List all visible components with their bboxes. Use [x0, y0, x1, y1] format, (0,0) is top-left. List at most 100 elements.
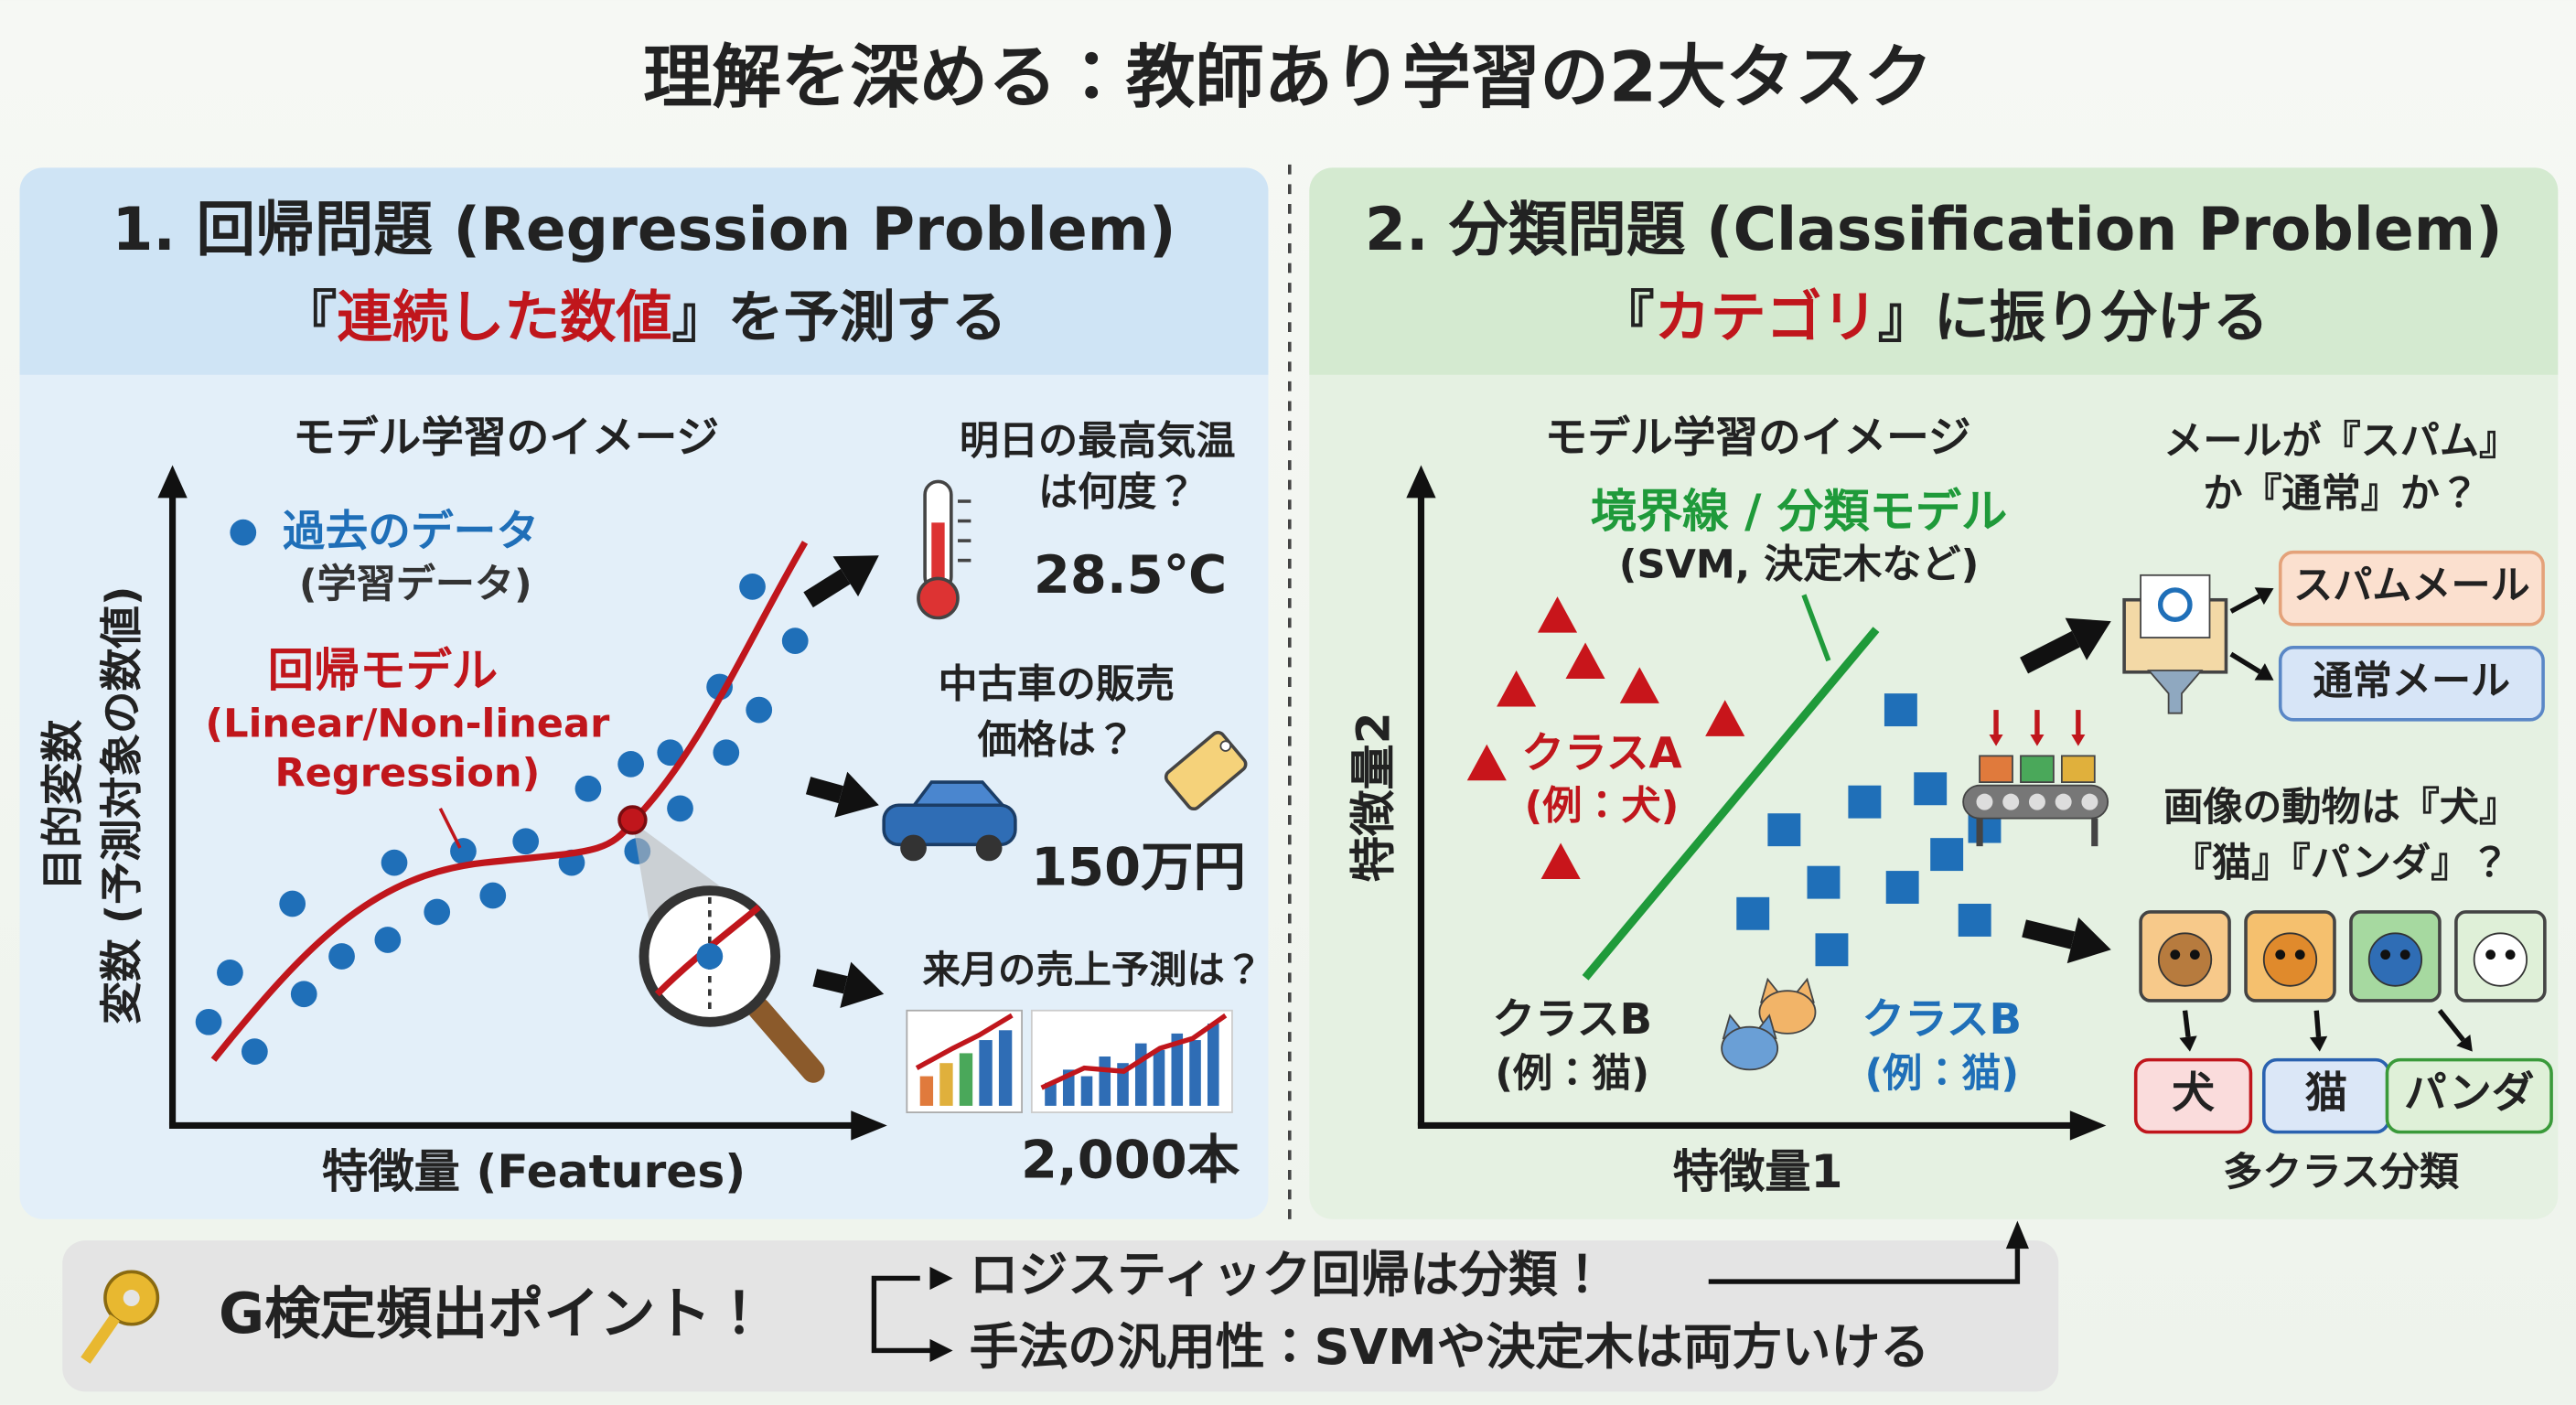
chart-icon-bar [939, 1063, 953, 1106]
model-label: (Linear/Non-linear [205, 702, 610, 747]
conveyor-roller [2055, 793, 2072, 810]
arrow-shaft [2182, 1010, 2191, 1037]
subtitle-part: 連続した数値 [337, 284, 671, 349]
animal-eye [2380, 949, 2391, 960]
class-a-point [1540, 842, 1581, 880]
subtitle-part: カテゴリ [1655, 284, 1878, 349]
magnifier-handle [747, 997, 825, 1083]
animal-face [2157, 932, 2213, 987]
arrow-head [2066, 917, 2111, 964]
animal-eye [2505, 949, 2516, 960]
y-axis-label: 特徴量2 [1346, 712, 1400, 882]
class-b-point [1914, 772, 1948, 806]
subtitle-part: 『 [1599, 284, 1655, 349]
animal-eye [2399, 949, 2410, 960]
arrow-head [840, 961, 885, 1008]
class-a-point [1537, 596, 1578, 633]
thermometer-mercury [931, 522, 945, 592]
chart-icon-bar [1134, 1043, 1147, 1106]
example-question: 来月の売上予測は？ [922, 948, 1262, 992]
model-label: Regression) [274, 750, 540, 796]
regression-curve [210, 541, 809, 1062]
conveyor-roller [1976, 793, 1993, 810]
class-a-point [1705, 700, 1745, 736]
class-b-point [1884, 693, 1917, 727]
x-axis-label: 特徴量1 [1673, 1144, 1843, 1198]
output-box [2133, 1057, 2253, 1134]
chart-icon-bar [979, 1040, 993, 1106]
chart-icon-trend [1040, 1013, 1228, 1090]
output-label: 通常メール [2313, 659, 2510, 704]
arrow-head [2030, 735, 2045, 746]
diagram-title: モデル学習のイメージ [293, 413, 719, 463]
footer-panel [62, 1240, 2059, 1392]
animal-face [2473, 932, 2528, 987]
class-b-point [1930, 838, 1964, 872]
data-point [713, 739, 740, 767]
class-a-label: クラスA [1521, 729, 1681, 778]
arrow-head [2309, 1035, 2328, 1052]
data-point [424, 898, 451, 926]
magnifier-point [696, 943, 724, 970]
output-label: 犬 [2172, 1069, 2215, 1119]
animal-eye [2275, 949, 2286, 960]
data-point [290, 981, 317, 1008]
conveyor-box [2020, 755, 2055, 783]
class-b-point [1767, 813, 1801, 847]
example-question: 中古車の販売 [938, 661, 1175, 707]
output-box [2278, 550, 2545, 627]
thermometer-bulb [917, 576, 960, 620]
arrow-shaft [803, 568, 851, 608]
data-point [617, 750, 644, 778]
example-answer: 2,000本 [1021, 1129, 1240, 1190]
data-point [739, 574, 766, 600]
example-question: 画像の動物は『犬』 [2163, 785, 2518, 831]
arrow-head [2254, 663, 2274, 681]
diagram-title: モデル学習のイメージ [1545, 413, 1971, 463]
data-point [374, 927, 402, 953]
footer-point: 手法の汎用性：SVMや決定木は両方いける [970, 1318, 1930, 1376]
boundary-line [1582, 627, 1880, 981]
animal-eye [2294, 949, 2305, 960]
example-answer: 150万円 [1031, 837, 1246, 898]
chart-icon-bar [959, 1053, 973, 1106]
caption: 多クラス分類 [2223, 1150, 2460, 1196]
data-point [242, 1038, 268, 1065]
footer-point: ロジスティック回帰は分類！ [970, 1246, 1607, 1303]
class-a-point [1497, 670, 1537, 707]
data-point [574, 775, 602, 802]
data-point [279, 890, 306, 917]
subtitle-part: 』に振り分ける [1878, 284, 2269, 349]
class-b-label: クラスB [1492, 995, 1652, 1045]
example-question: メールが『スパム』 [2163, 419, 2518, 465]
boundary-pointer [1801, 594, 1831, 662]
conveyor-roller [2081, 793, 2098, 810]
arrow-head [2065, 617, 2111, 660]
conveyor-roller [2002, 793, 2020, 810]
subtitle: 『連続した数値』を予測する [281, 284, 1007, 349]
conveyor-roller [2028, 793, 2045, 810]
key-hole [123, 1290, 140, 1306]
subtitle: 『カテゴリ』に振り分ける [1599, 284, 2270, 349]
car-wheel [900, 834, 927, 862]
key-shaft [80, 1314, 120, 1364]
panel-heading: 2. 分類問題 (Classification Problem) [1365, 196, 2503, 264]
price-tag-hole [1219, 740, 1232, 752]
class-b-label: (例：猫) [1495, 1051, 1649, 1097]
arrow-shaft [2313, 1010, 2322, 1037]
classification-header [1309, 167, 2559, 375]
output-label: スパムメール [2293, 563, 2530, 609]
output-box [2278, 646, 2545, 722]
data-point [381, 849, 408, 876]
class-a-point [1619, 667, 1659, 703]
bracket [871, 1275, 934, 1354]
chart-icon-bar [1153, 1049, 1165, 1106]
car-wheel [975, 834, 1003, 862]
panel-heading: 1. 回帰問題 (Regression Problem) [112, 196, 1175, 264]
example-answer: 28.5℃ [1034, 544, 1227, 606]
legend-label: 過去のデータ [283, 507, 539, 556]
chart-icon-bar [1080, 1076, 1093, 1106]
arrow-head [2456, 1034, 2473, 1052]
